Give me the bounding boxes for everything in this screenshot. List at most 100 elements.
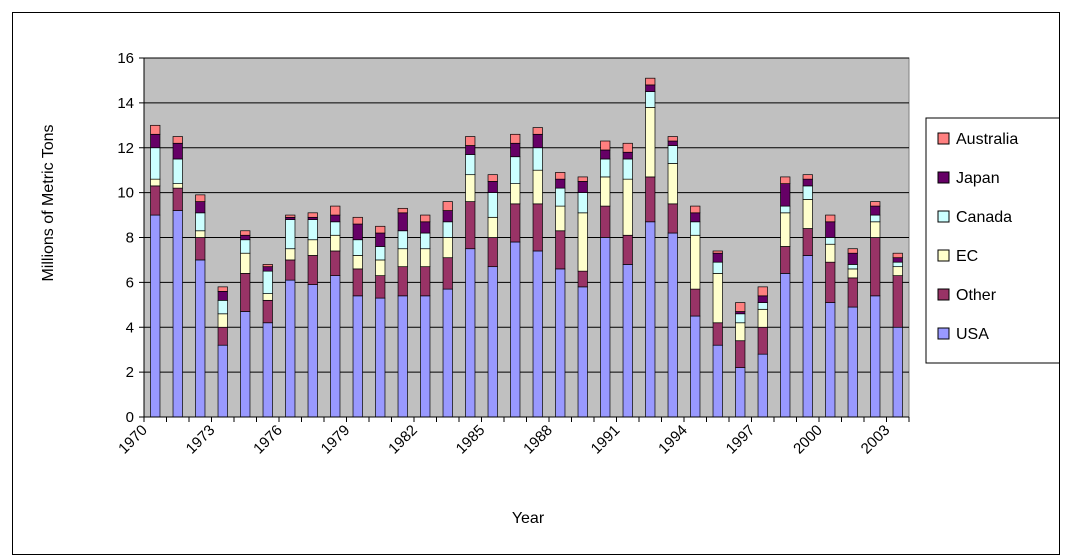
bar-segment-ec-1997 [757,308,768,328]
bar-segment-usa-1986 [510,241,521,418]
bar-segment-japan-1981 [397,212,408,232]
bar-segment-canada-1973 [217,299,228,315]
bar-segment-canada-2003 [892,261,903,268]
y-tick-label: 0 [126,409,134,426]
bar-segment-australia-1994 [690,205,701,214]
bar-segment-other-1992 [645,176,656,223]
bar-segment-other-1972 [195,237,206,261]
bar-segment-japan-1989 [577,181,588,193]
legend-label-ec: EC [956,248,978,265]
bar-segment-canada-1997 [757,302,768,310]
bar-segment-australia-1993 [667,136,678,142]
bar-segment-other-1999 [802,228,813,256]
bar-segment-canada-1975 [262,270,273,294]
bar-segment-canada-1979 [352,239,363,256]
bar-segment-australia-1998 [780,176,791,184]
legend-label-usa: USA [956,326,989,343]
legend: Australia Japan Canada EC Other USA [925,117,1059,364]
bar-segment-ec-1982 [420,248,431,268]
legend-label-japan: Japan [956,170,1000,187]
bar-segment-canada-1984 [465,154,476,176]
bar-segment-ec-1993 [667,163,678,205]
bar-segment-australia-1980 [375,225,386,234]
bar-segment-other-1988 [555,230,566,270]
bar-segment-other-1978 [330,250,341,276]
bar-segment-ec-1979 [352,255,363,270]
bar-segment-usa-1998 [780,273,791,418]
bar-segment-australia-1984 [465,136,476,146]
y-tick-label: 16 [117,50,134,67]
bar-segment-ec-1989 [577,212,588,272]
bar-segment-canada-1981 [397,230,408,250]
bar-segment-ec-2001 [847,268,858,279]
bar-segment-ec-2000 [825,243,836,263]
bar-segment-australia-1983 [442,201,453,211]
y-axis-title: Millions of Metric Tons [40,124,57,281]
bar-segment-japan-2001 [847,252,858,265]
bar-segment-canada-1985 [487,192,498,218]
bar-segment-other-1986 [510,203,521,243]
y-tick-label: 8 [126,230,134,247]
x-tick-label: 1994 [655,422,691,458]
bar-segment-japan-1986 [510,142,521,158]
bar-segment-japan-1987 [532,133,543,149]
bar-segment-japan-1985 [487,181,498,193]
bar-segment-other-1975 [262,299,273,324]
bar-segment-ec-1975 [262,293,273,301]
bar-segment-other-1996 [735,340,746,368]
x-tick-label: 1991 [588,422,624,458]
y-tick-label: 2 [126,364,134,381]
bar-segment-japan-1970 [150,133,161,149]
bar-segment-australia-1977 [307,212,318,218]
bar-segment-other-1994 [690,288,701,317]
bar-segment-other-2001 [847,277,858,308]
bar-segment-canada-1990 [600,158,611,178]
bar-segment-japan-1997 [757,295,768,303]
bar-segment-usa-1975 [262,322,273,418]
bar-segment-japan-1978 [330,214,341,223]
legend-swatch-japan [937,171,950,184]
bar-segment-ec-1976 [285,248,296,261]
bar-segment-usa-1985 [487,266,498,418]
y-tick-label: 6 [126,274,134,291]
x-tick-label: 1985 [453,422,489,458]
bar-segment-australia-1981 [397,207,408,214]
bar-segment-australia-2001 [847,248,858,254]
bar-segment-canada-1999 [802,185,813,200]
bar-segment-ec-1985 [487,216,498,238]
bar-segment-australia-2000 [825,214,836,223]
bar-segment-ec-2002 [870,221,881,238]
bar-segment-australia-1971 [172,136,183,144]
bar-segment-other-1980 [375,275,386,299]
bar-segment-canada-1977 [307,219,318,241]
y-tick-label: 10 [117,185,134,202]
bar-segment-ec-1971 [172,183,183,189]
bar-segment-canada-1996 [735,313,746,324]
bar-segment-australia-1992 [645,77,656,86]
bar-segment-usa-1983 [442,288,453,418]
bars-group [150,77,903,418]
y-tick-label: 4 [126,319,134,336]
bar-segment-usa-1993 [667,232,678,418]
bar-segment-canada-1998 [780,205,791,214]
bar-segment-usa-1990 [600,237,611,418]
bar-segment-other-1983 [442,257,453,290]
y-axis: 0 2 4 6 8 10 12 14 16 [117,50,145,426]
bar-segment-usa-1981 [397,295,408,418]
bar-segment-usa-1976 [285,279,296,418]
bar-segment-japan-1982 [420,221,431,234]
bar-segment-other-1990 [600,205,611,238]
bar-segment-ec-1978 [330,234,341,252]
bar-segment-usa-1980 [375,297,386,418]
bar-segment-other-2000 [825,261,836,303]
bar-segment-australia-1973 [217,286,228,292]
bar-segment-canada-1978 [330,221,341,236]
bar-segment-australia-1979 [352,216,363,225]
bar-segment-japan-1972 [195,201,206,214]
bar-segment-other-1970 [150,185,161,216]
bar-segment-australia-1972 [195,194,206,202]
bar-segment-japan-1983 [442,210,453,223]
bar-segment-ec-2003 [892,266,903,276]
bar-segment-canada-1980 [375,246,386,261]
bar-segment-other-1991 [622,234,633,265]
